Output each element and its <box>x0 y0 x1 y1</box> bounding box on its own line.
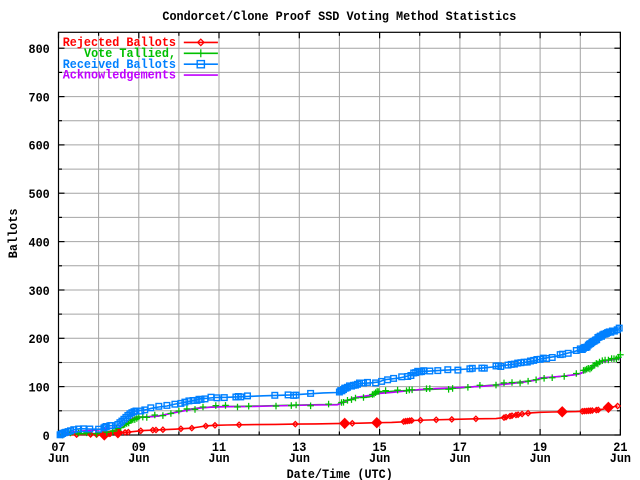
svg-text:600: 600 <box>29 139 50 154</box>
svg-text:13: 13 <box>292 440 306 455</box>
svg-text:17: 17 <box>453 440 467 455</box>
svg-text:Jun: Jun <box>610 451 631 466</box>
svg-text:800: 800 <box>29 42 50 57</box>
svg-text:15: 15 <box>373 440 387 455</box>
svg-text:09: 09 <box>132 440 146 455</box>
svg-text:0: 0 <box>43 429 50 444</box>
svg-text:Jun: Jun <box>449 451 470 466</box>
svg-text:500: 500 <box>29 187 50 202</box>
svg-text:400: 400 <box>29 235 50 250</box>
svg-text:Date/Time (UTC): Date/Time (UTC) <box>287 467 393 480</box>
svg-text:Vote Tallied,: Vote Tallied, <box>84 46 176 61</box>
svg-text:Ballots: Ballots <box>6 208 21 258</box>
svg-text:300: 300 <box>29 284 50 299</box>
svg-text:100: 100 <box>29 380 50 395</box>
svg-text:Jun: Jun <box>48 451 69 466</box>
svg-text:Acknowledgements: Acknowledgements <box>63 68 176 83</box>
svg-text:Jun: Jun <box>530 451 551 466</box>
svg-text:07: 07 <box>51 440 65 455</box>
svg-text:11: 11 <box>212 440 226 455</box>
svg-text:Jun: Jun <box>289 451 310 466</box>
svg-text:Rejected Ballots: Rejected Ballots <box>63 35 176 50</box>
svg-text:700: 700 <box>29 90 50 105</box>
svg-text:19: 19 <box>533 440 547 455</box>
svg-text:Received Ballots: Received Ballots <box>63 57 176 72</box>
svg-text:Jun: Jun <box>208 451 229 466</box>
svg-text:Condorcet/Clone Proof SSD Voti: Condorcet/Clone Proof SSD Voting Method … <box>162 9 516 24</box>
svg-text:21: 21 <box>613 440 627 455</box>
svg-text:200: 200 <box>29 332 50 347</box>
svg-text:Jun: Jun <box>128 451 149 466</box>
svg-text:Jun: Jun <box>369 451 390 466</box>
